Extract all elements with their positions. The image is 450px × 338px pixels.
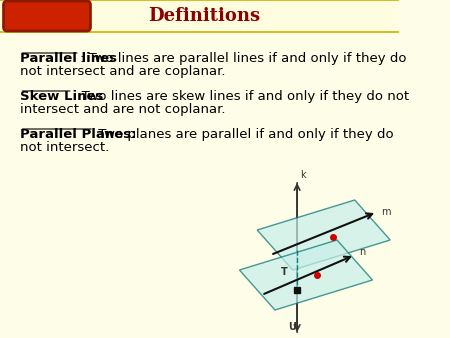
Text: not intersect.: not intersect. <box>19 141 109 154</box>
FancyBboxPatch shape <box>4 1 90 31</box>
Text: Two planes are parallel if and only if they do: Two planes are parallel if and only if t… <box>94 128 394 141</box>
Text: Skew Lines: Skew Lines <box>19 90 103 103</box>
Text: k: k <box>300 170 306 180</box>
Text: intersect and are not coplanar.: intersect and are not coplanar. <box>19 103 225 116</box>
Text: : Two lines are parallel lines if and only if they do: : Two lines are parallel lines if and on… <box>80 52 406 65</box>
Text: U: U <box>288 322 296 332</box>
Text: : Two lines are skew lines if and only if they do not: : Two lines are skew lines if and only i… <box>73 90 409 103</box>
Polygon shape <box>257 200 390 270</box>
Text: m: m <box>381 207 391 217</box>
Text: T: T <box>281 267 288 277</box>
Text: Parallel lines: Parallel lines <box>19 52 117 65</box>
Text: not intersect and are coplanar.: not intersect and are coplanar. <box>19 65 225 78</box>
Text: Definitions: Definitions <box>148 7 260 25</box>
Text: Parallel Planes:: Parallel Planes: <box>19 128 136 141</box>
Polygon shape <box>239 240 373 310</box>
FancyBboxPatch shape <box>0 0 399 32</box>
Text: n: n <box>359 247 365 257</box>
